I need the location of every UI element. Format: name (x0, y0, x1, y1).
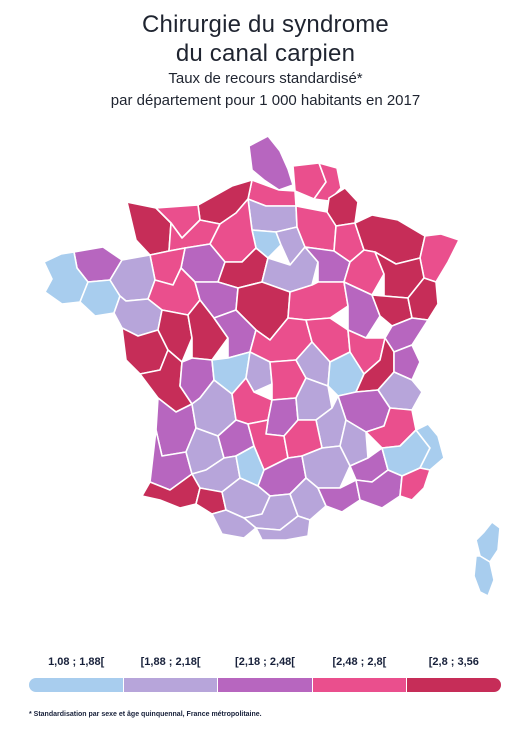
legend-swatch-5 (406, 678, 501, 692)
map-title-line-2: du canal carpien (175, 40, 356, 67)
region-vienne (187, 299, 229, 361)
legend-labels: 1,08 ; 1,88[ [1,88 ; 2,18[ [2,18 ; 2,48[… (29, 656, 501, 672)
region-corse-du-sud (473, 555, 495, 597)
legend-label-5: [2,8 ; 3,56 (428, 656, 479, 668)
legend-label-1: 1,08 ; 1,88[ (48, 656, 105, 668)
region-nord (248, 135, 294, 191)
legend-bar (29, 678, 501, 692)
legend-label-3: [2,18 ; 2,48[ (235, 656, 295, 668)
map-subtitle-line-2: par département pour 1 000 habitants en … (110, 92, 421, 109)
region-pyrenees-east (255, 515, 311, 541)
map-title-line-1: Chirurgie du syndrome (142, 11, 389, 38)
region-haute-savoie (393, 344, 421, 381)
region-bas-rhin (419, 233, 460, 283)
region-alpes-maritimes (415, 423, 445, 471)
legend-label-4: [2,48 ; 2,8[ (332, 656, 387, 668)
legend-swatch-2 (122, 678, 218, 692)
legend: 1,08 ; 1,88[ [1,88 ; 2,18[ [2,18 ; 2,48[… (29, 656, 501, 692)
legend-swatch-3 (217, 678, 312, 692)
legend-label-2: [1,88 ; 2,18[ (140, 656, 201, 668)
legend-swatch-4 (311, 678, 407, 692)
map-subtitle-line-1: Taux de recours standardisé* (168, 70, 363, 87)
legend-swatch-1 (29, 678, 123, 692)
region-var (399, 467, 431, 501)
footnote: * Standardisation par sexe et âge quinqu… (29, 711, 262, 718)
title-block: Chirurgie du syndrome du canal carpien T… (0, 10, 531, 112)
region-creuse (245, 351, 273, 393)
